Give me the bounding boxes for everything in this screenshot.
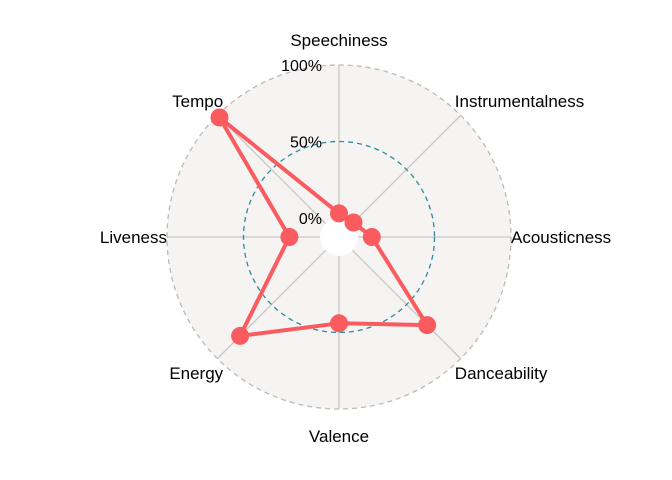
radial-tick-label: 50%: [290, 135, 322, 152]
axis-label-energy: Energy: [169, 364, 223, 383]
radial-tick-labels: 0% 50% 100%: [281, 58, 322, 228]
spoke-tempo: [216, 114, 327, 225]
axis-labels: Speechiness Instrumentalness Acousticness D…: [100, 31, 611, 446]
axis-label-valence: Valence: [309, 427, 369, 446]
data-point-danceability: [418, 316, 437, 335]
axis-label-speechiness: Speechiness: [290, 31, 387, 50]
data-point-tempo: [210, 108, 229, 127]
radar-rings: [166, 64, 512, 410]
data-point-instrumentalness: [344, 213, 363, 232]
data-point-liveness: [280, 228, 299, 246]
data-point-valence: [330, 314, 348, 333]
data-point-energy: [231, 326, 250, 345]
data-point-speechiness: [330, 204, 348, 223]
radar-series: [210, 108, 437, 345]
axis-label-liveness: Liveness: [100, 228, 167, 247]
radial-tick-label: 0%: [299, 211, 322, 228]
outer-ring: [166, 64, 512, 410]
axis-label-danceability: Danceability: [455, 364, 548, 383]
mid-ring: [242, 140, 436, 334]
data-point-acousticness: [362, 228, 381, 246]
axis-label-instrumentalness: Instrumentalness: [455, 92, 584, 111]
radial-tick-label: 100%: [281, 58, 322, 75]
axis-label-tempo: Tempo: [172, 92, 223, 111]
axis-label-acousticness: Acousticness: [511, 228, 611, 247]
